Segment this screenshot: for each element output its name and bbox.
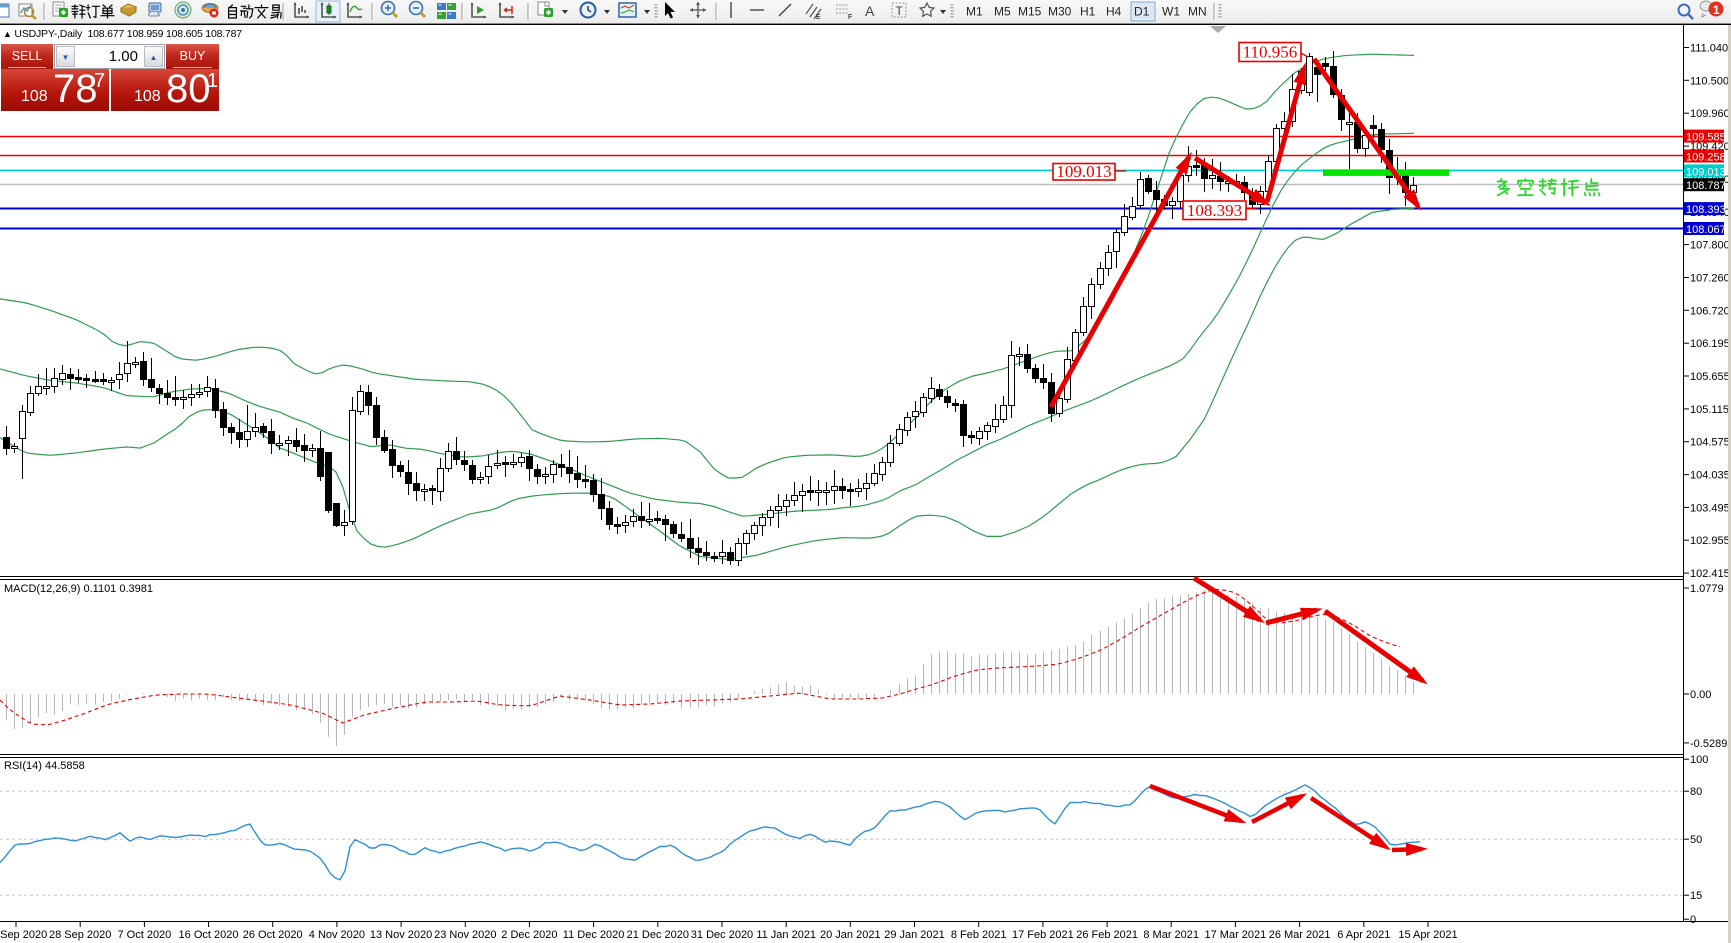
svg-text:11 Dec 2020: 11 Dec 2020 [563, 929, 625, 941]
svg-text:102.415: 102.415 [1690, 568, 1730, 580]
svg-text:108.393: 108.393 [1686, 204, 1726, 216]
svg-text:108.067: 108.067 [1686, 224, 1726, 236]
svg-text:15: 15 [1690, 890, 1702, 902]
svg-text:103.495: 103.495 [1690, 502, 1730, 514]
svg-text:RSI(14) 44.5858: RSI(14) 44.5858 [4, 760, 85, 772]
svg-text:29 Jan 2021: 29 Jan 2021 [884, 929, 945, 941]
svg-text:H1: H1 [1080, 5, 1096, 19]
svg-text:26 Oct 2020: 26 Oct 2020 [243, 929, 303, 941]
svg-text:109.585: 109.585 [1686, 132, 1726, 144]
svg-text:108.787: 108.787 [1686, 180, 1726, 192]
svg-text:13 Nov 2020: 13 Nov 2020 [370, 929, 432, 941]
svg-text:111.040: 111.040 [1690, 43, 1728, 55]
svg-text:M15: M15 [1018, 5, 1042, 19]
svg-text:107.260: 107.260 [1690, 273, 1730, 285]
svg-text:11 Jan 2021: 11 Jan 2021 [756, 929, 816, 941]
svg-text:26 Mar 2021: 26 Mar 2021 [1269, 929, 1331, 941]
svg-text:104.575: 104.575 [1690, 437, 1730, 449]
svg-text:23 Nov 2020: 23 Nov 2020 [434, 929, 496, 941]
svg-text:0: 0 [1690, 914, 1696, 926]
svg-text:106.195: 106.195 [1690, 338, 1730, 350]
svg-text:17 Mar 2021: 17 Mar 2021 [1205, 929, 1267, 941]
svg-text:21 Dec 2020: 21 Dec 2020 [627, 929, 689, 941]
svg-text:104.035: 104.035 [1690, 470, 1730, 482]
svg-text:50: 50 [1690, 834, 1702, 846]
svg-text:16 Oct 2020: 16 Oct 2020 [179, 929, 239, 941]
svg-text:1: 1 [1713, 3, 1720, 17]
svg-text:4 Nov 2020: 4 Nov 2020 [309, 929, 365, 941]
svg-text:106.720: 106.720 [1690, 305, 1730, 317]
svg-text:108.393: 108.393 [1187, 201, 1242, 220]
svg-text:26 Feb 2021: 26 Feb 2021 [1076, 929, 1138, 941]
svg-text:7 Oct 2020: 7 Oct 2020 [117, 929, 171, 941]
svg-text:105.655: 105.655 [1690, 371, 1730, 383]
svg-text:W1: W1 [1162, 5, 1180, 19]
svg-text:A: A [865, 3, 875, 19]
svg-text:F: F [848, 14, 852, 21]
svg-text:6 Apr 2021: 6 Apr 2021 [1337, 929, 1390, 941]
svg-text:8 Mar 2021: 8 Mar 2021 [1143, 929, 1199, 941]
svg-text:M30: M30 [1048, 5, 1072, 19]
svg-text:110.500: 110.500 [1690, 75, 1729, 87]
svg-text:17 Feb 2021: 17 Feb 2021 [1012, 929, 1074, 941]
svg-text:15 Apr 2021: 15 Apr 2021 [1398, 929, 1457, 941]
svg-text:105.115: 105.115 [1690, 404, 1729, 416]
svg-text:-0.5289: -0.5289 [1690, 738, 1727, 750]
svg-text:107.800: 107.800 [1690, 240, 1730, 252]
svg-text:8 Feb 2021: 8 Feb 2021 [951, 929, 1007, 941]
svg-text:18 Sep 2020: 18 Sep 2020 [0, 929, 47, 941]
svg-text:20 Jan 2021: 20 Jan 2021 [820, 929, 881, 941]
svg-text:31 Dec 2020: 31 Dec 2020 [691, 929, 753, 941]
svg-text:MACD(12,26,9) 0.1101 0.3981: MACD(12,26,9) 0.1101 0.3981 [4, 583, 153, 595]
svg-text:H4: H4 [1106, 5, 1122, 19]
svg-text:109.960: 109.960 [1690, 108, 1730, 120]
svg-text:28 Sep 2020: 28 Sep 2020 [49, 929, 111, 941]
svg-text:M1: M1 [966, 5, 983, 19]
svg-text:109.013: 109.013 [1056, 162, 1111, 181]
svg-text:E: E [816, 14, 821, 21]
svg-text:2 Dec 2020: 2 Dec 2020 [501, 929, 557, 941]
svg-text:110.956: 110.956 [1243, 43, 1298, 62]
svg-text:1.0779: 1.0779 [1690, 583, 1724, 595]
svg-text:D1: D1 [1134, 5, 1150, 19]
svg-text:T: T [896, 4, 904, 18]
svg-text:M5: M5 [994, 5, 1011, 19]
svg-text:MN: MN [1188, 5, 1207, 19]
svg-text:102.955: 102.955 [1690, 535, 1730, 547]
svg-text:100: 100 [1690, 754, 1708, 766]
svg-text:109.013: 109.013 [1686, 166, 1726, 178]
svg-text:0.00: 0.00 [1690, 689, 1711, 701]
svg-text:80: 80 [1690, 786, 1702, 798]
svg-text:109.258: 109.258 [1686, 152, 1726, 164]
